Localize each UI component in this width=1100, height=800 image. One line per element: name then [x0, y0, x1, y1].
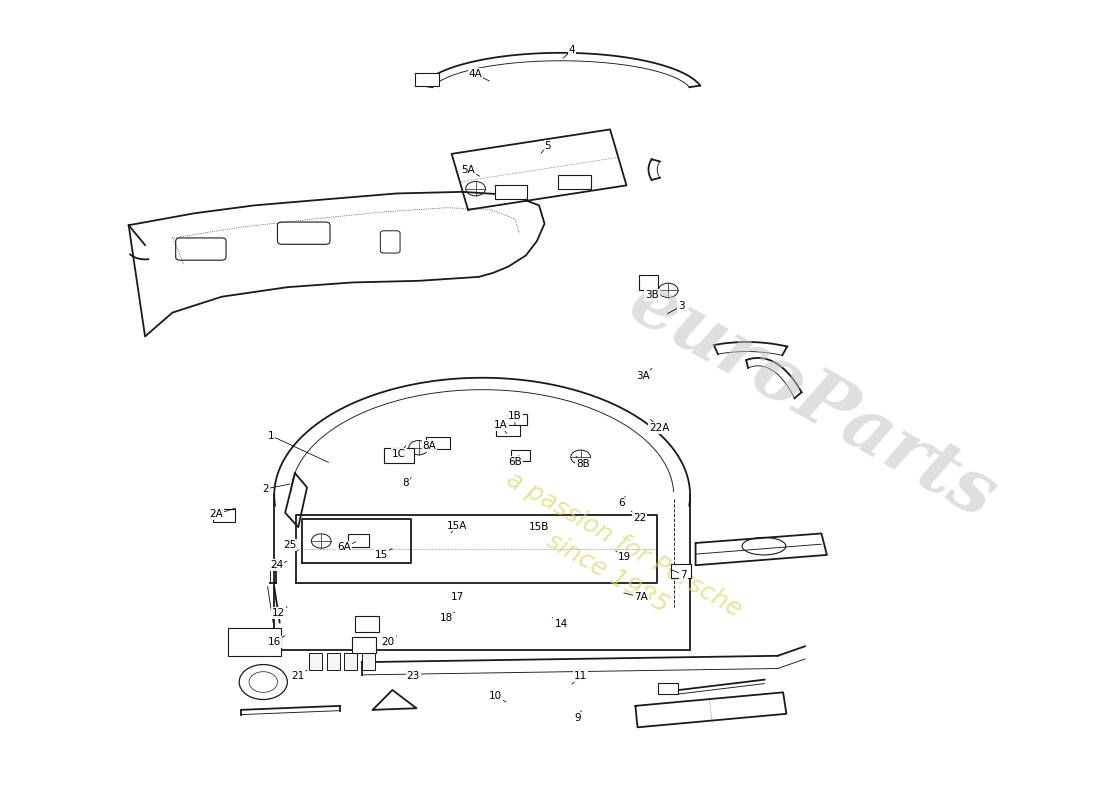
Bar — [658, 683, 678, 694]
Bar — [415, 73, 439, 86]
Text: 4A: 4A — [469, 70, 483, 79]
Text: 15A: 15A — [447, 521, 468, 530]
Bar — [507, 414, 527, 426]
Bar — [348, 534, 370, 547]
Text: 12: 12 — [272, 608, 285, 618]
FancyBboxPatch shape — [381, 230, 400, 253]
Text: 8A: 8A — [422, 441, 437, 451]
Bar — [213, 509, 234, 522]
Bar — [228, 629, 280, 656]
Text: 24: 24 — [270, 560, 283, 570]
Text: 8B: 8B — [576, 458, 590, 469]
Text: euroParts: euroParts — [616, 266, 1009, 534]
Text: 3: 3 — [678, 302, 684, 311]
Text: 6: 6 — [618, 498, 625, 508]
Text: 6A: 6A — [338, 542, 351, 552]
Text: 6B: 6B — [508, 457, 521, 467]
Bar — [495, 185, 528, 199]
Text: 23: 23 — [407, 671, 420, 682]
Text: 9: 9 — [574, 713, 581, 722]
Text: 16: 16 — [267, 638, 280, 647]
Text: a passion for Porsche
since 1985: a passion for Porsche since 1985 — [485, 467, 746, 650]
Bar — [639, 275, 658, 290]
Text: 17: 17 — [450, 592, 463, 602]
Text: 11: 11 — [574, 671, 587, 682]
Text: 8: 8 — [403, 478, 409, 489]
Text: 1: 1 — [267, 430, 274, 441]
Text: 5A: 5A — [461, 165, 475, 174]
Bar — [510, 450, 530, 461]
Text: 14: 14 — [554, 619, 568, 629]
Bar — [384, 449, 415, 462]
Text: 18: 18 — [439, 614, 453, 623]
Text: 1B: 1B — [508, 411, 521, 421]
Bar — [671, 564, 691, 578]
FancyBboxPatch shape — [176, 238, 226, 260]
Text: 19: 19 — [618, 552, 631, 562]
Text: 7: 7 — [680, 570, 686, 580]
Text: 15B: 15B — [529, 522, 549, 532]
Text: 25: 25 — [283, 539, 296, 550]
Text: 7A: 7A — [634, 592, 648, 602]
Text: 21: 21 — [292, 671, 305, 682]
Text: 4: 4 — [569, 46, 575, 55]
Bar — [327, 653, 340, 670]
Text: 2A: 2A — [209, 510, 223, 519]
Bar — [362, 653, 375, 670]
Bar — [558, 175, 591, 190]
Text: 3B: 3B — [645, 290, 659, 300]
Bar — [309, 653, 322, 670]
Text: 1A: 1A — [494, 421, 507, 430]
Bar — [355, 616, 380, 632]
Text: 1C: 1C — [392, 449, 406, 459]
Text: 3A: 3A — [636, 371, 650, 381]
Text: 2: 2 — [262, 484, 268, 494]
Ellipse shape — [742, 538, 785, 555]
FancyBboxPatch shape — [277, 222, 330, 244]
Text: 15: 15 — [375, 550, 388, 560]
Text: 22A: 22A — [649, 423, 670, 433]
Text: 5: 5 — [544, 141, 551, 150]
Bar — [427, 437, 450, 449]
Bar — [352, 637, 376, 653]
Text: 10: 10 — [488, 690, 502, 701]
Text: 22: 22 — [634, 513, 647, 522]
Bar — [496, 423, 520, 436]
Bar — [344, 653, 358, 670]
Text: 20: 20 — [382, 638, 395, 647]
